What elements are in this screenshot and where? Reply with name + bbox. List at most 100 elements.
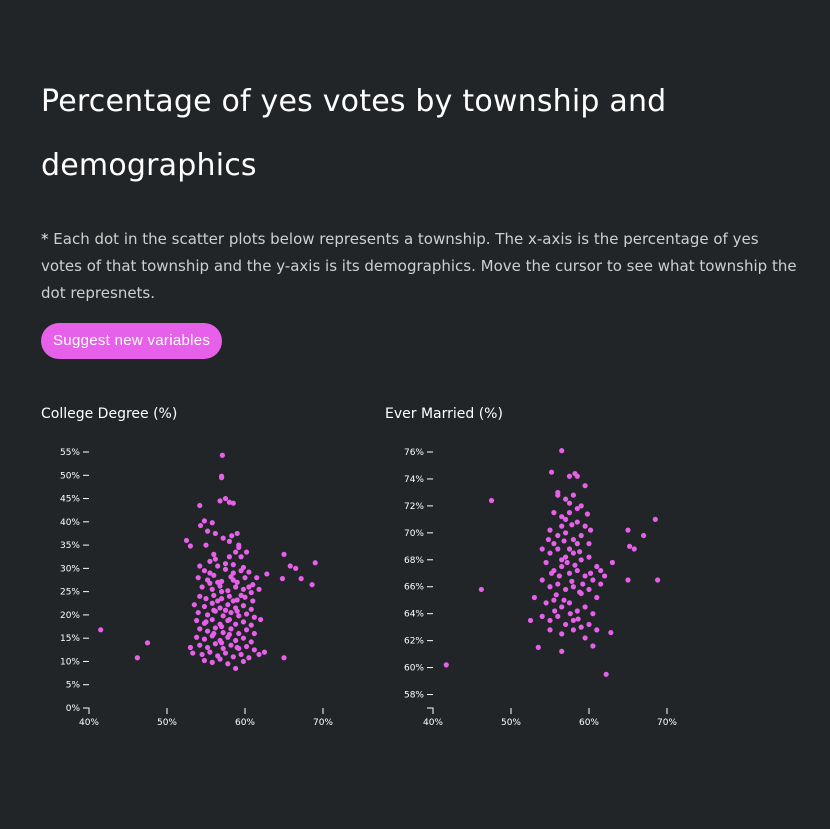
- data-point[interactable]: [312, 560, 318, 566]
- data-point[interactable]: [582, 604, 588, 610]
- data-point[interactable]: [586, 541, 592, 547]
- data-point[interactable]: [215, 598, 221, 604]
- data-point[interactable]: [570, 627, 576, 633]
- data-point[interactable]: [598, 567, 604, 574]
- data-point[interactable]: [243, 611, 250, 617]
- data-point[interactable]: [631, 546, 637, 552]
- data-point[interactable]: [578, 624, 584, 630]
- data-point[interactable]: [217, 583, 223, 589]
- data-point[interactable]: [230, 562, 236, 568]
- data-point[interactable]: [547, 527, 553, 533]
- data-point[interactable]: [204, 528, 211, 534]
- data-point[interactable]: [238, 592, 244, 598]
- suggest-variables-button[interactable]: Suggest new variables: [41, 323, 223, 359]
- data-point[interactable]: [548, 570, 555, 576]
- data-point[interactable]: [226, 499, 232, 505]
- data-point[interactable]: [594, 594, 600, 601]
- data-point[interactable]: [204, 612, 211, 618]
- data-point[interactable]: [574, 541, 580, 547]
- data-point[interactable]: [209, 586, 215, 592]
- data-point[interactable]: [195, 575, 201, 581]
- data-point[interactable]: [230, 570, 236, 576]
- data-point[interactable]: [569, 522, 575, 528]
- data-point[interactable]: [242, 594, 248, 600]
- data-point[interactable]: [233, 637, 239, 644]
- data-point[interactable]: [582, 483, 588, 489]
- data-point[interactable]: [566, 600, 573, 606]
- data-point[interactable]: [187, 543, 193, 549]
- data-point[interactable]: [561, 597, 567, 603]
- data-point[interactable]: [212, 530, 218, 537]
- data-point[interactable]: [215, 579, 221, 585]
- data-point[interactable]: [577, 549, 583, 555]
- data-point[interactable]: [478, 586, 484, 593]
- data-point[interactable]: [236, 630, 242, 637]
- data-point[interactable]: [246, 584, 252, 590]
- data-point[interactable]: [551, 510, 557, 516]
- data-point[interactable]: [220, 613, 226, 619]
- data-point[interactable]: [217, 605, 223, 611]
- data-point[interactable]: [625, 527, 631, 533]
- data-point[interactable]: [211, 572, 217, 578]
- data-point[interactable]: [264, 571, 270, 577]
- data-point[interactable]: [570, 550, 576, 556]
- data-point[interactable]: [203, 596, 209, 602]
- data-point[interactable]: [226, 554, 232, 560]
- data-point[interactable]: [279, 576, 286, 582]
- data-point[interactable]: [248, 606, 254, 612]
- data-point[interactable]: [551, 541, 557, 547]
- data-point[interactable]: [228, 609, 234, 616]
- data-point[interactable]: [197, 642, 203, 648]
- data-point[interactable]: [547, 584, 553, 590]
- data-point[interactable]: [183, 537, 190, 544]
- data-point[interactable]: [625, 577, 631, 583]
- data-point[interactable]: [220, 535, 226, 541]
- data-point[interactable]: [563, 621, 569, 628]
- data-point[interactable]: [229, 533, 235, 539]
- data-point[interactable]: [287, 563, 293, 569]
- scatter-ever-married[interactable]: 58% 60% 62% 64% 66% 68% 70% 72% 74% 76% 40% 50% 60% 7…: [385, 440, 715, 730]
- data-point[interactable]: [555, 546, 561, 552]
- scatter-college-degree[interactable]: 0% 5% 10% 15% 20% 25% 30% 35% 40% 45% 50% 55% 40% 50%…: [41, 440, 371, 730]
- data-point[interactable]: [608, 629, 614, 636]
- data-point[interactable]: [582, 635, 588, 641]
- data-point[interactable]: [564, 559, 570, 566]
- data-point[interactable]: [488, 497, 495, 504]
- data-point[interactable]: [293, 565, 299, 571]
- data-point[interactable]: [246, 655, 252, 661]
- data-point[interactable]: [594, 563, 600, 570]
- data-point[interactable]: [553, 592, 559, 598]
- data-point[interactable]: [570, 617, 576, 624]
- data-point[interactable]: [217, 498, 223, 504]
- data-point[interactable]: [551, 597, 557, 603]
- data-point[interactable]: [240, 635, 247, 641]
- data-point[interactable]: [195, 609, 201, 616]
- data-point[interactable]: [203, 619, 209, 625]
- data-point[interactable]: [577, 589, 583, 595]
- data-point[interactable]: [578, 503, 584, 509]
- data-point[interactable]: [559, 514, 565, 520]
- data-point[interactable]: [567, 611, 573, 617]
- data-point[interactable]: [234, 608, 240, 614]
- data-point[interactable]: [590, 611, 596, 617]
- data-point[interactable]: [134, 655, 140, 661]
- data-point[interactable]: [233, 549, 239, 555]
- data-point[interactable]: [98, 627, 104, 633]
- data-point[interactable]: [566, 473, 573, 479]
- data-point[interactable]: [261, 649, 268, 655]
- data-point[interactable]: [219, 473, 225, 479]
- data-point[interactable]: [250, 598, 256, 604]
- data-point[interactable]: [609, 559, 615, 566]
- data-point[interactable]: [225, 588, 231, 594]
- data-point[interactable]: [201, 568, 208, 574]
- data-point[interactable]: [201, 518, 208, 524]
- data-point[interactable]: [240, 619, 247, 625]
- data-point[interactable]: [598, 581, 604, 587]
- data-point[interactable]: [586, 554, 592, 560]
- data-point[interactable]: [539, 577, 545, 583]
- data-point[interactable]: [242, 575, 248, 581]
- data-point[interactable]: [194, 617, 200, 624]
- data-point[interactable]: [539, 546, 545, 552]
- data-point[interactable]: [209, 600, 215, 606]
- data-point[interactable]: [230, 577, 236, 583]
